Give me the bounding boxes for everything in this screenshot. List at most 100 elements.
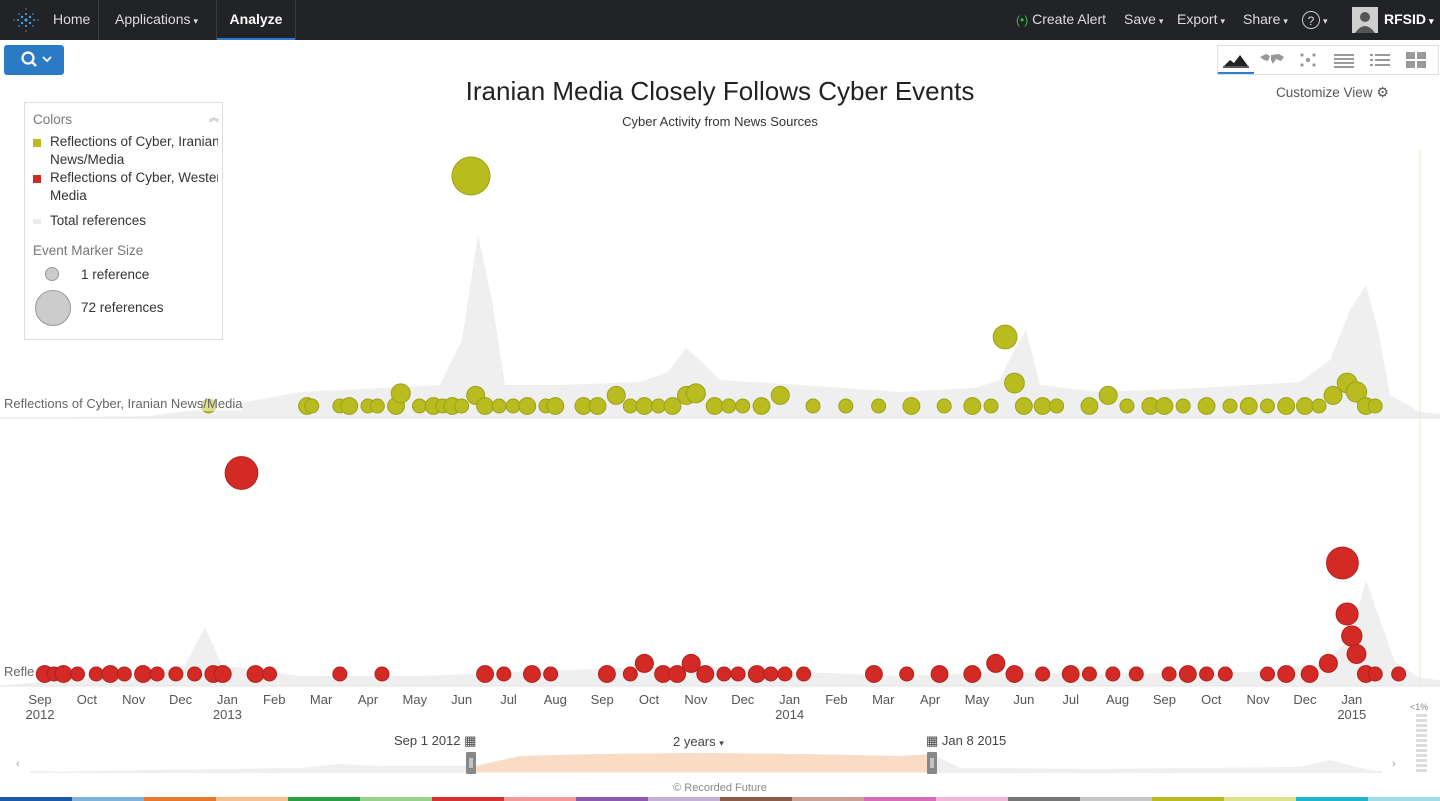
map-view-button[interactable] [1254, 46, 1290, 74]
event-marker-iranian[interactable] [705, 397, 724, 415]
event-marker-iranian[interactable] [805, 398, 821, 414]
event-marker-iranian[interactable] [735, 398, 751, 414]
event-marker-western[interactable] [332, 666, 348, 682]
event-marker-western[interactable] [668, 665, 687, 683]
nav-home[interactable]: Home [53, 11, 91, 27]
event-marker-iranian[interactable] [871, 398, 887, 414]
event-marker-western[interactable] [1217, 666, 1233, 682]
timeline-navigator[interactable]: ‹ › [0, 748, 1440, 780]
event-marker-western[interactable] [496, 666, 512, 682]
event-marker-iranian[interactable] [505, 398, 521, 414]
event-marker-iranian[interactable] [1277, 397, 1296, 415]
event-marker-western[interactable] [246, 665, 265, 683]
event-marker-western[interactable] [1105, 666, 1121, 682]
event-marker-western[interactable] [634, 653, 654, 673]
range-selector[interactable]: 2 years ▾ [673, 734, 724, 749]
legend-item-western[interactable]: Reflections of Cyber, Western Media [50, 169, 218, 205]
timeline-start-date[interactable]: Sep 1 2012 ▦ [394, 733, 476, 749]
event-marker-western[interactable] [213, 665, 232, 683]
scroll-left-icon[interactable]: ‹ [16, 758, 20, 770]
event-marker-iranian[interactable] [369, 398, 385, 414]
event-marker-iranian[interactable] [1049, 398, 1065, 414]
event-marker-iranian[interactable] [1367, 398, 1383, 414]
search-button[interactable] [4, 45, 64, 75]
event-marker-western[interactable] [116, 666, 132, 682]
event-marker-western[interactable] [1335, 602, 1359, 626]
event-marker-western[interactable] [1391, 666, 1407, 682]
event-marker-iranian[interactable] [1239, 397, 1258, 415]
event-marker-western[interactable] [1199, 666, 1215, 682]
legend-item-iranian[interactable]: Reflections of Cyber, Iranian News/Media [50, 133, 218, 169]
range-handle-right[interactable] [927, 752, 937, 774]
event-marker-western[interactable] [374, 666, 390, 682]
event-marker-iranian[interactable] [546, 397, 565, 415]
event-marker-western[interactable] [1035, 666, 1051, 682]
event-marker-western[interactable] [1081, 666, 1097, 682]
event-marker-western[interactable] [1300, 665, 1319, 683]
event-marker-iranian[interactable] [476, 397, 494, 415]
table-view-button[interactable] [1326, 46, 1362, 74]
event-marker-western[interactable] [1128, 666, 1144, 682]
share-menu[interactable]: Share ▾ [1243, 0, 1288, 40]
event-marker-western[interactable] [1061, 665, 1080, 683]
dashboard-view-button[interactable] [1398, 46, 1434, 74]
event-marker-iranian[interactable] [1175, 398, 1191, 414]
create-alert-button[interactable]: (•) Create Alert [1016, 0, 1106, 40]
event-marker-western[interactable] [763, 666, 779, 682]
event-marker-western[interactable] [101, 665, 120, 683]
event-marker-iranian[interactable] [1197, 397, 1216, 415]
event-marker-iranian[interactable] [411, 398, 427, 414]
event-marker-western[interactable] [777, 666, 793, 682]
event-marker-western[interactable] [262, 666, 278, 682]
event-marker-western[interactable] [1346, 644, 1367, 664]
event-marker-western[interactable] [54, 665, 73, 683]
event-marker-iranian[interactable] [992, 324, 1018, 350]
event-marker-iranian[interactable] [1259, 398, 1275, 414]
event-marker-iranian[interactable] [936, 398, 952, 414]
event-marker-western[interactable] [476, 665, 494, 683]
list-view-button[interactable] [1362, 46, 1398, 74]
event-marker-western[interactable] [865, 665, 883, 683]
event-marker-western[interactable] [986, 653, 1006, 673]
event-marker-iranian[interactable] [838, 398, 854, 414]
event-marker-western[interactable] [1318, 653, 1338, 673]
nav-applications[interactable]: Applications ▾ [115, 0, 198, 40]
customize-view-button[interactable]: Customize View ⚙ [1276, 84, 1389, 101]
event-marker-iranian[interactable] [1311, 398, 1327, 414]
event-marker-iranian[interactable] [635, 397, 654, 415]
event-marker-western[interactable] [523, 665, 541, 683]
event-marker-western[interactable] [1277, 665, 1296, 683]
event-marker-western[interactable] [88, 666, 104, 682]
event-marker-western[interactable] [622, 666, 638, 682]
event-marker-iranian[interactable] [622, 398, 638, 414]
event-marker-western[interactable] [168, 666, 184, 682]
event-marker-iranian[interactable] [304, 398, 320, 414]
event-marker-western[interactable] [1178, 665, 1197, 683]
event-marker-western[interactable] [134, 665, 152, 683]
event-marker-western[interactable] [1341, 625, 1363, 647]
event-marker-iranian[interactable] [1155, 397, 1174, 415]
timeline-end-date[interactable]: ▦ Jan 8 2015 [926, 733, 1006, 749]
event-marker-iranian[interactable] [663, 397, 682, 415]
event-marker-western[interactable] [899, 666, 915, 682]
event-marker-western[interactable] [1161, 666, 1177, 682]
event-marker-iranian[interactable] [983, 398, 999, 414]
scroll-right-icon[interactable]: › [1392, 758, 1396, 770]
event-marker-western[interactable] [69, 666, 85, 682]
zoom-bar[interactable] [1416, 714, 1427, 774]
event-marker-iranian[interactable] [1119, 398, 1135, 414]
event-marker-western[interactable] [1367, 666, 1383, 682]
network-view-button[interactable] [1290, 46, 1326, 74]
avatar[interactable] [1352, 7, 1378, 33]
export-menu[interactable]: Export ▾ [1177, 0, 1225, 40]
event-marker-iranian[interactable] [1222, 398, 1238, 414]
legend-item-total[interactable]: Total references [50, 213, 147, 228]
nav-analyze[interactable]: Analyze [217, 0, 295, 40]
recorded-future-logo-icon[interactable] [10, 7, 42, 33]
event-marker-iranian[interactable] [454, 398, 470, 414]
event-marker-iranian[interactable] [1098, 385, 1118, 405]
event-marker-iranian[interactable] [963, 397, 982, 415]
event-marker-western[interactable] [1259, 666, 1275, 682]
help-menu[interactable]: ? ▾ [1302, 0, 1328, 40]
event-marker-iranian[interactable] [491, 398, 507, 414]
